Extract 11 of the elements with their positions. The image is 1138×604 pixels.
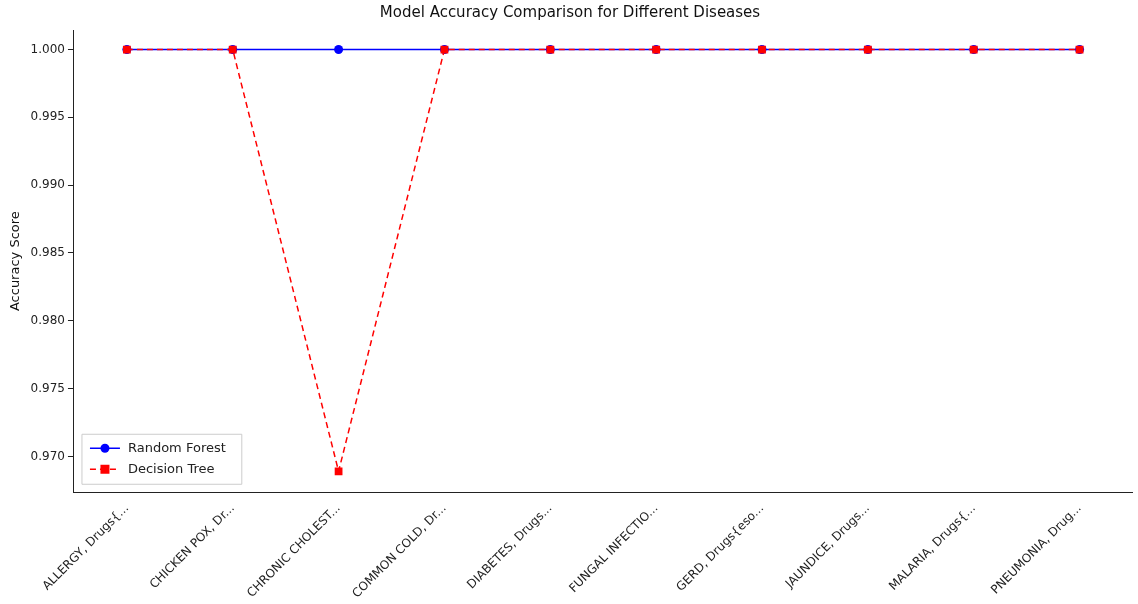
y-tick-label: 0.980 [30, 312, 65, 327]
y-tick-label: 0.990 [30, 177, 65, 192]
y-tick-label: 0.985 [30, 245, 65, 260]
y-axis-title: Accuracy Score [7, 211, 23, 312]
y-tick-label: 0.975 [30, 380, 65, 395]
chart-title: Model Accuracy Comparison for Different Diseases [379, 2, 761, 21]
legend-label: Random Forest [127, 439, 226, 455]
legend-label: Decision Tree [127, 460, 215, 476]
y-tick-label: 1.000 [30, 41, 65, 56]
y-tick-label: 0.995 [30, 109, 65, 124]
y-tick-label: 0.970 [30, 448, 65, 463]
